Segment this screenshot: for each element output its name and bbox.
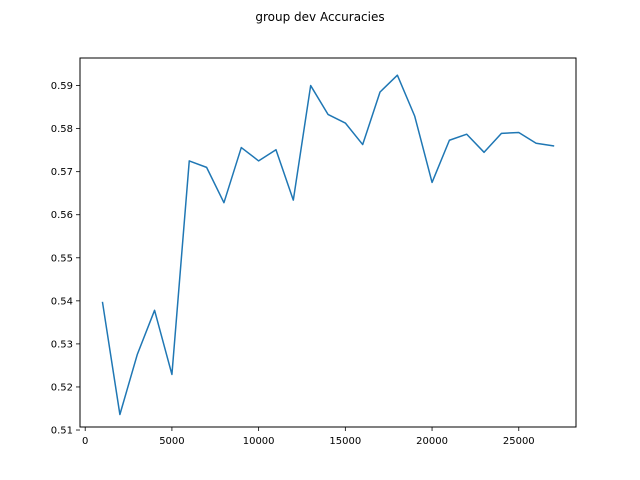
series-line <box>101 74 555 416</box>
y-tick-label: 0.58 <box>51 124 73 135</box>
y-tick-label: 0.59 <box>51 81 73 92</box>
y-tick-label: 0.56 <box>51 210 73 221</box>
y-tick-label: 0.57 <box>51 167 73 178</box>
y-tick-label: 0.53 <box>51 339 73 350</box>
x-tick-label: 0 <box>82 436 88 447</box>
x-tick-label: 10000 <box>243 436 275 447</box>
x-tick-label: 15000 <box>329 436 361 447</box>
x-tick-label: 25000 <box>503 436 535 447</box>
y-tick-label: 0.52 <box>51 382 73 393</box>
plot-area: 0 5000 10000 15000 20000 25000 0.51 0.52 0.53 0.5… <box>51 74 555 447</box>
y-tick-label: 0.54 <box>51 296 73 307</box>
x-tick-label: 5000 <box>159 436 184 447</box>
axes-frame <box>79 57 577 428</box>
y-tick-label: 0.55 <box>51 253 73 264</box>
x-tick-label: 20000 <box>416 436 448 447</box>
chart-title: group dev Accuracies <box>255 10 384 24</box>
y-tick-label: 0.51 <box>51 426 73 437</box>
